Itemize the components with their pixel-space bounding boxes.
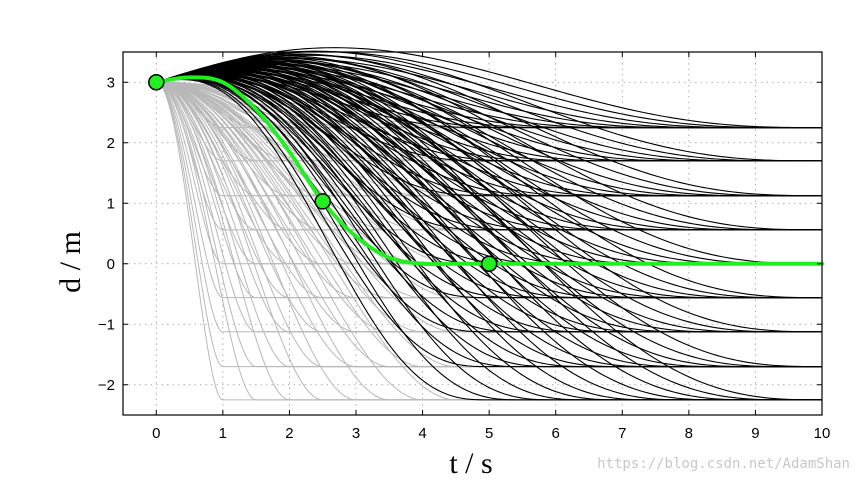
black-trajectory-line	[156, 71, 822, 401]
gray-trajectory-line	[156, 81, 822, 299]
gray-trajectory-line	[156, 81, 822, 401]
black-trajectory-line	[156, 63, 822, 368]
black-trajectory-line	[156, 62, 822, 333]
gray-trajectory-line	[156, 81, 822, 368]
highlight-waypoint-marker	[314, 193, 331, 210]
black-trajectory-line	[156, 69, 822, 401]
black-trajectory-line	[156, 72, 822, 368]
black-trajectory-line	[156, 67, 822, 333]
gray-trajectory-line	[156, 81, 822, 368]
black-trajectory-line	[156, 60, 822, 368]
black-trajectory-line	[156, 78, 822, 368]
x-tick-label: 8	[685, 425, 693, 442]
gray-trajectory-line	[156, 81, 822, 333]
y-tick-label: −1	[98, 316, 115, 333]
black-trajectory-line	[156, 59, 822, 333]
x-tick-label: 10	[814, 425, 831, 442]
black-trajectory-line	[156, 70, 822, 333]
highlight-waypoint-marker	[480, 255, 498, 272]
gray-trajectory-line	[156, 81, 822, 368]
y-tick-label: 2	[107, 135, 115, 152]
black-trajectory-line	[156, 68, 822, 368]
y-tick-label: 0	[107, 256, 115, 273]
gray-trajectory-line	[156, 81, 822, 368]
black-trajectory-line	[156, 53, 822, 197]
black-trajectory-line	[156, 71, 822, 333]
x-tick-label: 5	[485, 425, 493, 442]
y-tick-label: −2	[98, 377, 115, 394]
gray-trajectories	[156, 81, 822, 401]
highlight-waypoint-marker	[148, 74, 165, 91]
gray-trajectory-line	[156, 81, 822, 401]
watermark: https://blog.csdn.net/AdamShan	[597, 456, 850, 472]
highlight-trajectory-line	[154, 75, 824, 267]
black-trajectory-line	[156, 75, 822, 368]
black-trajectory-line	[156, 77, 822, 368]
black-trajectory-line	[156, 66, 822, 368]
y-axis-label: d / m	[54, 231, 87, 293]
x-axis-label: t / s	[449, 447, 492, 480]
x-tick-label: 1	[219, 425, 227, 442]
gray-trajectory-line	[156, 81, 822, 333]
black-trajectory-line	[156, 75, 822, 333]
black-trajectory-line	[156, 65, 822, 333]
x-tick-label: 9	[751, 425, 759, 442]
black-trajectory-line	[156, 61, 823, 401]
black-trajectory-line	[156, 58, 822, 299]
x-tick-label: 2	[285, 425, 293, 442]
black-trajectory-line	[156, 72, 822, 401]
black-trajectory-line	[156, 74, 822, 401]
x-tick-label: 0	[152, 425, 160, 442]
black-trajectory-line	[156, 50, 822, 162]
black-trajectory-line	[156, 78, 822, 401]
x-tick-label: 6	[552, 425, 560, 442]
black-trajectory-line	[156, 75, 822, 401]
gray-trajectory-line	[156, 81, 822, 333]
gray-trajectory-line	[156, 81, 822, 401]
gray-trajectory-line	[156, 81, 822, 401]
x-tick-label: 4	[418, 425, 426, 442]
gray-trajectory-line	[156, 81, 822, 299]
plot-frame	[122, 51, 823, 416]
black-trajectory-line	[156, 64, 822, 401]
gray-trajectory-line	[156, 81, 822, 401]
gray-trajectory-line	[156, 81, 822, 333]
black-trajectory-line	[156, 79, 822, 401]
x-tick-label: 7	[618, 425, 626, 442]
gray-trajectory-line	[156, 81, 822, 368]
x-tick-label: 3	[352, 425, 360, 442]
gray-trajectory-line	[156, 81, 822, 333]
highlight-trajectory	[148, 74, 824, 272]
black-trajectory-line	[156, 47, 823, 129]
gray-trajectory-line	[156, 81, 822, 401]
y-tick-label: 1	[107, 195, 115, 212]
y-tick-label: 3	[107, 74, 115, 91]
gray-trajectory-line	[156, 81, 822, 401]
axis-ticks: 0 1 2 3 4 5 6 7 8 9 10 −2 −1 0 1 2 3	[98, 52, 830, 442]
gray-trajectory-line	[156, 81, 822, 368]
gray-trajectory-line	[156, 81, 822, 368]
gray-trajectory-line	[156, 81, 822, 265]
black-trajectory-line	[156, 66, 822, 401]
black-trajectory-line	[156, 76, 822, 333]
black-trajectory-line	[156, 55, 822, 231]
black-trajectory-line	[156, 70, 822, 368]
black-trajectory-line	[156, 73, 822, 333]
black-trajectory-line	[156, 57, 822, 265]
gray-trajectory-line	[156, 81, 822, 368]
black-trajectories	[156, 47, 823, 401]
gray-trajectory-line	[156, 81, 822, 333]
gray-trajectory-line	[156, 81, 822, 401]
